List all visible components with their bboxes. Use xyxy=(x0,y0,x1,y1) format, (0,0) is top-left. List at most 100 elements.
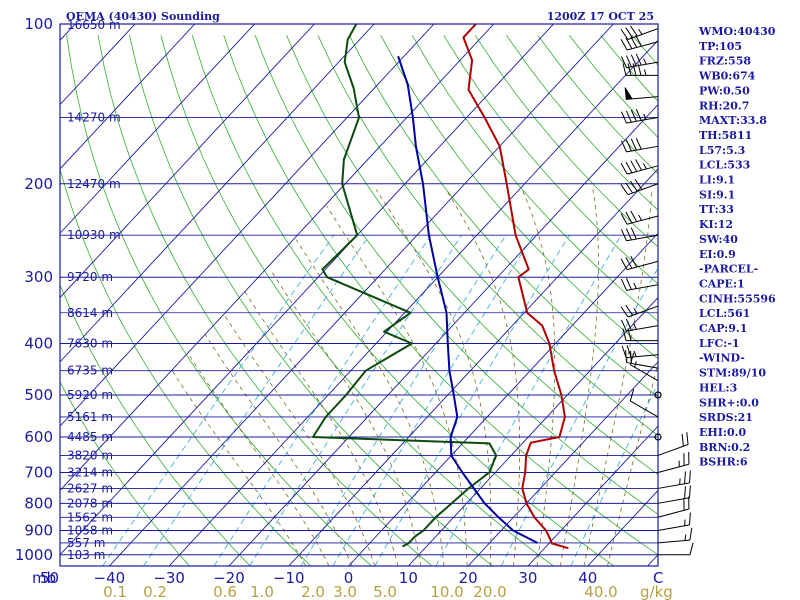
wind-barb-102 xyxy=(620,25,659,40)
temp-label-10: 10 xyxy=(399,569,418,587)
background-lines xyxy=(60,24,658,566)
isotherm--110 xyxy=(60,24,196,170)
temperature-line xyxy=(462,24,569,550)
pressure-label-800: 800 xyxy=(24,494,53,512)
index-24: HEL:3 xyxy=(699,381,737,394)
wind-barb-850 xyxy=(657,496,690,518)
mixing-label-1.0: 1.0 xyxy=(250,583,274,600)
height-label-600: 4485 m xyxy=(67,430,113,444)
temp-label-40: 40 xyxy=(578,569,597,587)
isotherm-30 xyxy=(527,425,658,566)
pressure-label-400: 400 xyxy=(24,335,53,353)
temp-label--20: −20 xyxy=(213,569,245,587)
isotherm--40 xyxy=(109,24,614,566)
mixing-label-0.2: 0.2 xyxy=(143,583,167,600)
pressure-label-200: 200 xyxy=(24,175,53,193)
isotherm--50 xyxy=(60,24,554,556)
dry-adiabat-70 xyxy=(286,35,658,476)
dry-adiabat-90 xyxy=(348,35,658,398)
mixing-line-3 xyxy=(332,234,534,566)
height-label-650: 3820 m xyxy=(67,448,113,462)
isotherm--20 xyxy=(228,103,658,566)
wind-barb-370 xyxy=(620,318,659,332)
wind-barb-137 xyxy=(624,87,659,100)
parcel-line xyxy=(397,55,538,544)
index-6: MAXT:33.8 xyxy=(699,114,767,127)
height-label-200: 12470 m xyxy=(67,177,121,191)
isotherm--30 xyxy=(168,39,658,566)
isotherm-20 xyxy=(467,361,658,566)
index-22: -WIND- xyxy=(699,352,745,365)
wind-barb-650 xyxy=(657,432,689,456)
moist-adiabat-30 xyxy=(521,189,556,566)
temp-label-20: 20 xyxy=(459,569,478,587)
wind-barb-125 xyxy=(622,63,658,76)
wind-barb-200 xyxy=(620,179,659,196)
index-5: RH:20.7 xyxy=(699,99,749,112)
moist-adiabat-42 xyxy=(607,362,658,566)
mixing-line-5 xyxy=(374,234,570,566)
temp-label-0: 0 xyxy=(344,569,354,587)
index-26: SRDS:21 xyxy=(699,411,753,424)
dewpoint-line xyxy=(312,24,498,548)
index-28: BRN:0.2 xyxy=(699,441,750,454)
height-labels: 16650 m 14270 m 12470 m 10930 m 9720 m 8614 m… xyxy=(67,18,121,562)
pressure-label-700: 700 xyxy=(24,464,53,482)
wind-barb-118 xyxy=(620,53,659,69)
height-label-950: 557 m xyxy=(67,536,105,550)
wind-barb-700 xyxy=(657,451,690,474)
temp-label--10: −10 xyxy=(273,569,305,587)
index-11: SI:9.1 xyxy=(699,188,735,201)
wind-barb-395 xyxy=(622,328,658,342)
mixing-label-5.0: 5.0 xyxy=(373,583,397,600)
wind-barb-500 xyxy=(654,391,662,399)
index-19: LCL:561 xyxy=(699,307,750,320)
height-label-700: 3214 m xyxy=(67,466,113,480)
isotherm-10 xyxy=(408,296,658,566)
pressure-label-100: 100 xyxy=(24,15,53,33)
mixing-label-0.1: 0.1 xyxy=(103,583,127,600)
dry-adiabat-100 xyxy=(380,35,658,360)
index-9: LCL:533 xyxy=(699,159,750,172)
index-4: PW:0.50 xyxy=(699,84,750,97)
pressure-labels: 100 200 300 400 500 600 700 800 900 1000 xyxy=(15,15,53,564)
chart-subtitle: 1200Z 17 OCT 25 xyxy=(547,10,654,23)
temp-label--30: −30 xyxy=(153,569,185,587)
dry-adiabat-20 xyxy=(129,35,493,566)
pressure-label-300: 300 xyxy=(24,268,53,286)
height-label-500: 5920 m xyxy=(67,388,113,402)
index-25: SHR+:0.0 xyxy=(699,396,759,409)
wind-barb-1000 xyxy=(658,542,694,556)
height-label-100: 16650 m xyxy=(67,18,121,32)
index-21: LFC:-1 xyxy=(699,337,740,350)
isotherm--70 xyxy=(60,24,435,427)
height-label-400: 7630 m xyxy=(67,337,113,351)
pressure-label-500: 500 xyxy=(24,386,53,404)
wind-barb-900 xyxy=(657,512,691,531)
moist-adiabat--6 xyxy=(188,354,330,566)
index-29: BSHR:6 xyxy=(699,456,748,469)
temperature-tick-labels: mb C 50 −40 −30 −20 −10 0 10 20 30 40 xyxy=(32,569,663,587)
wind-barb-550 xyxy=(629,388,659,418)
index-18: CINH:55596 xyxy=(699,292,776,305)
isotherm--10 xyxy=(288,168,658,566)
temp-label--40: −40 xyxy=(94,569,126,587)
mixing-label-10.0: 10.0 xyxy=(430,583,463,600)
wind-barb-108 xyxy=(620,35,659,51)
mixing-ratio-unit-label: g/kg xyxy=(640,583,673,600)
wind-barb-185 xyxy=(620,159,659,175)
index-23: STM:89/10 xyxy=(699,367,766,380)
index-12: TT:33 xyxy=(699,203,734,216)
wind-barb-230 xyxy=(620,210,659,225)
height-label-150: 14270 m xyxy=(67,110,121,124)
isotherm--80 xyxy=(60,24,375,363)
moist-adiabat-38 xyxy=(583,189,653,566)
index-0: WMO:40430 xyxy=(698,25,776,38)
mixing-label-40.0: 40.0 xyxy=(584,583,617,600)
dry-adiabat-30 xyxy=(160,35,554,566)
height-label-900: 1058 m xyxy=(67,523,113,537)
index-3: WB0:674 xyxy=(698,70,756,83)
height-label-750: 2627 m xyxy=(67,481,113,495)
temp-label-30: 30 xyxy=(518,569,537,587)
